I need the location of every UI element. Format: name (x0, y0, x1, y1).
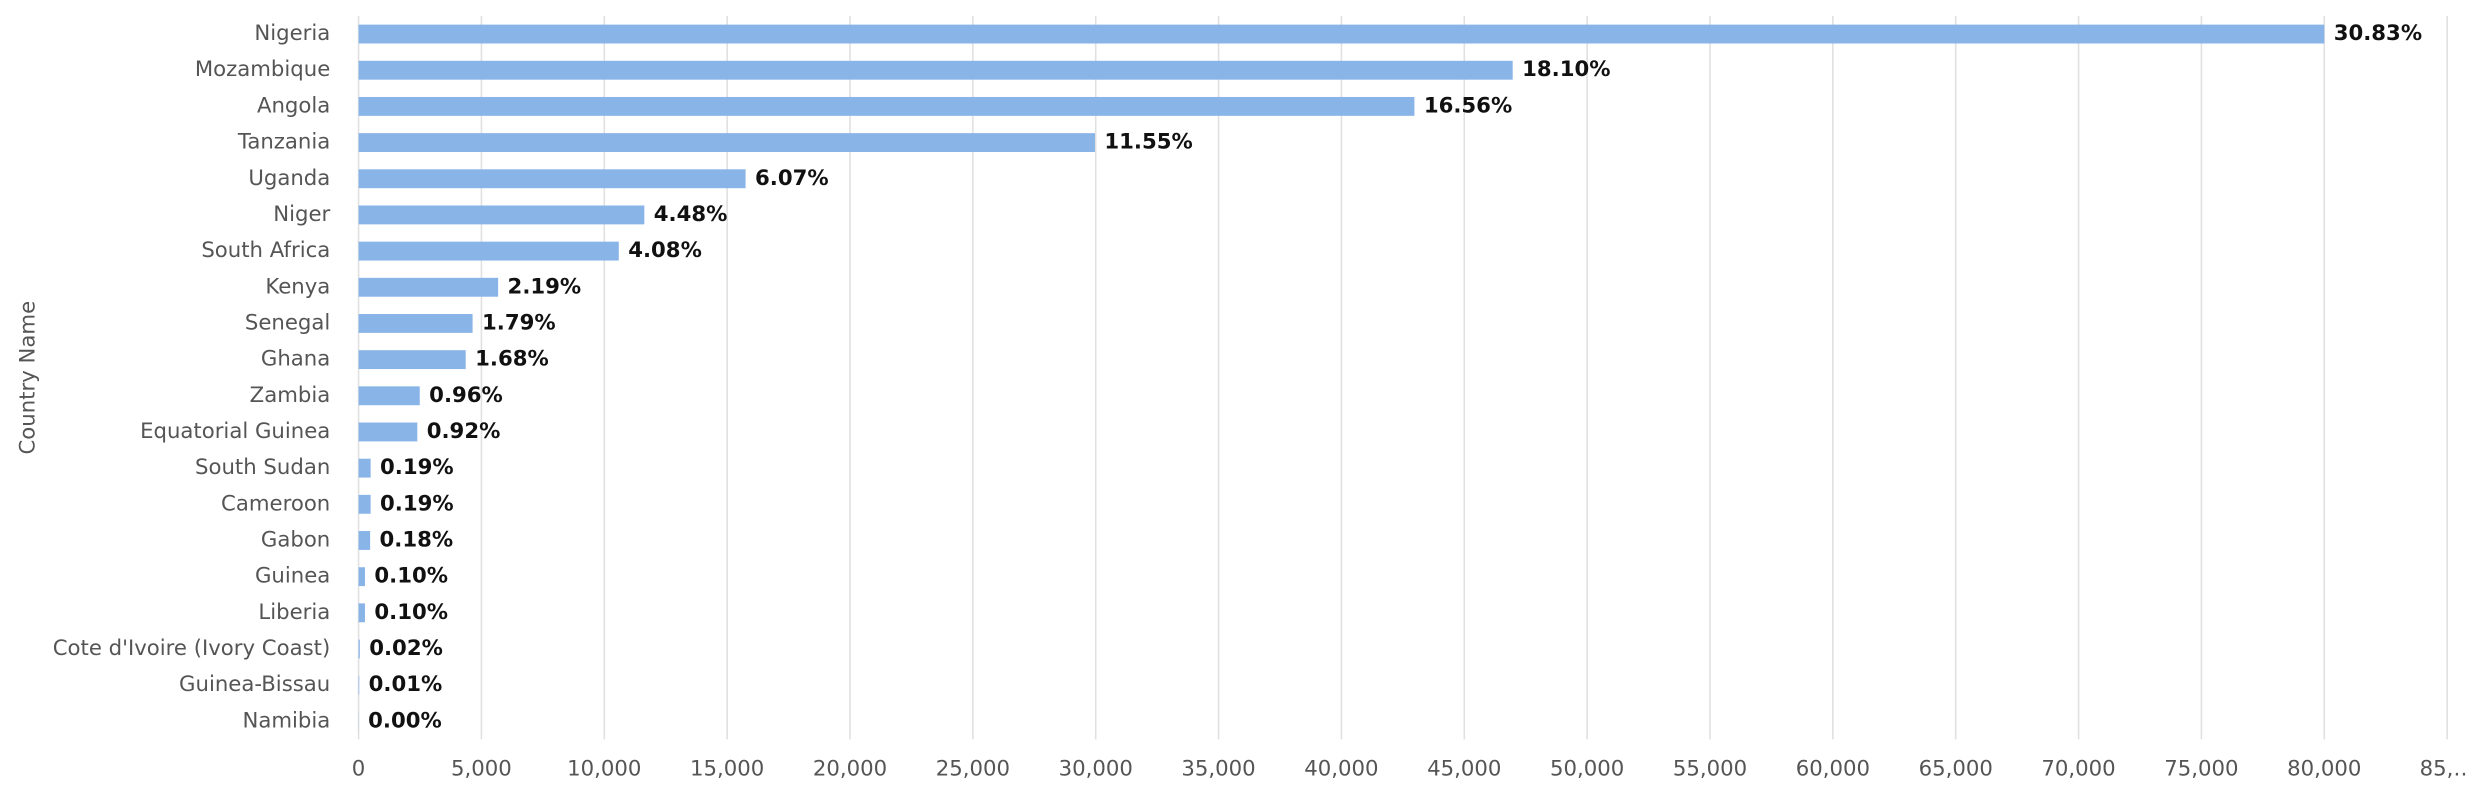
bar (358, 277, 499, 297)
data-label: 18.10% (1522, 57, 1610, 82)
y-tick-label: Nigeria (254, 21, 330, 46)
x-tick-label: 60,000 (1796, 756, 1870, 781)
bar (358, 458, 371, 478)
data-label: 0.02% (369, 636, 443, 661)
x-tick-label: 0 (352, 756, 366, 781)
data-label: 0.10% (374, 600, 448, 625)
y-tick-label: Uganda (248, 166, 330, 191)
bar (358, 133, 1095, 153)
y-tick-label: South Africa (201, 238, 330, 263)
x-tick-label: 15,000 (690, 756, 764, 781)
y-tick-label: South Sudan (195, 455, 330, 480)
bar (358, 603, 365, 623)
y-tick-label: Cameroon (221, 491, 330, 516)
x-tick-label: 85,… (2420, 756, 2466, 781)
bar (358, 60, 1513, 80)
data-label: 1.68% (475, 347, 549, 372)
bar (358, 386, 420, 406)
bar (358, 567, 365, 587)
bar (358, 205, 645, 225)
y-tick-label: Cote d'Ivoire (Ivory Coast) (53, 636, 331, 661)
data-label: 0.00% (368, 708, 442, 733)
x-tick-label: 55,000 (1673, 756, 1747, 781)
y-tick-label: Guinea (255, 564, 330, 589)
x-tick-label: 70,000 (2041, 756, 2115, 781)
x-tick-label: 30,000 (1059, 756, 1133, 781)
y-tick-label: Namibia (242, 708, 330, 733)
x-tick-label: 80,000 (2287, 756, 2361, 781)
y-tick-label: Liberia (258, 600, 330, 625)
data-label: 0.92% (427, 419, 501, 444)
y-tick-label: Mozambique (195, 57, 330, 82)
x-tick-label: 45,000 (1427, 756, 1501, 781)
y-tick-label: Zambia (250, 383, 331, 408)
data-label: 6.07% (755, 166, 829, 191)
y-tick-label: Gabon (261, 527, 330, 552)
y-tick-label: Angola (257, 93, 330, 118)
bar (358, 350, 466, 370)
y-tick-label: Ghana (261, 347, 330, 372)
bar (358, 24, 2325, 44)
data-label: 0.10% (374, 564, 448, 589)
bar (358, 422, 418, 442)
x-tick-label: 40,000 (1304, 756, 1378, 781)
x-tick-label: 65,000 (1919, 756, 1993, 781)
y-tick-label: Tanzania (237, 130, 330, 155)
data-label: 30.83% (2334, 21, 2422, 46)
bar (358, 494, 371, 514)
data-label: 0.19% (380, 491, 454, 516)
x-tick-label: 50,000 (1550, 756, 1624, 781)
y-tick-label: Equatorial Guinea (140, 419, 330, 444)
y-tick-label: Kenya (265, 274, 330, 299)
bar (358, 169, 746, 189)
data-label: 4.48% (654, 202, 728, 227)
data-label: 0.19% (380, 455, 454, 480)
y-tick-label: Senegal (245, 310, 330, 335)
data-label: 0.18% (380, 527, 454, 552)
y-tick-label: Guinea-Bissau (179, 672, 330, 697)
bar (358, 675, 360, 695)
y-axis-label: Country Name (15, 301, 40, 455)
data-label: 1.79% (482, 310, 556, 335)
x-tick-label: 5,000 (451, 756, 512, 781)
bar (358, 314, 473, 333)
y-tick-label: Niger (273, 202, 330, 227)
bar (358, 639, 360, 659)
bar (358, 531, 371, 550)
bar (358, 96, 1415, 116)
bar (358, 241, 619, 261)
data-label: 2.19% (508, 274, 582, 299)
x-tick-label: 75,000 (2164, 756, 2238, 781)
data-label: 0.96% (429, 383, 503, 408)
data-label: 16.56% (1424, 93, 1512, 118)
data-label: 4.08% (628, 238, 702, 263)
x-tick-label: 35,000 (1181, 756, 1255, 781)
x-tick-label: 25,000 (936, 756, 1010, 781)
x-tick-label: 20,000 (813, 756, 887, 781)
data-label: 11.55% (1104, 130, 1192, 155)
x-tick-label: 10,000 (567, 756, 641, 781)
data-label: 0.01% (369, 672, 443, 697)
